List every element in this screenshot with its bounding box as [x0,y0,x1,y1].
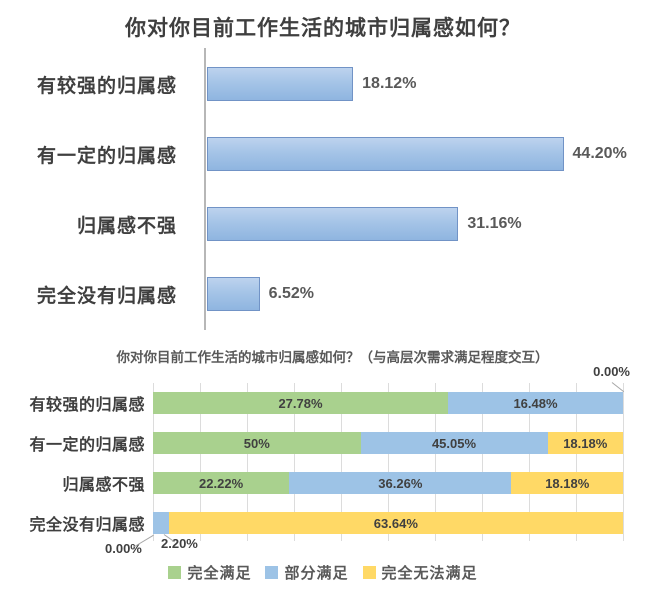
category-label: 有一定的归属感 [0,432,145,454]
category-label: 完全没有归属感 [0,512,145,534]
bar-segment: 18.18% [511,472,623,494]
callout-zero-top-right: 0.00% [580,364,630,379]
value-label: 22.22% [199,476,243,491]
bar-segment: 45.05% [361,432,548,454]
category-label: 有较强的归属感 [0,67,177,101]
value-label: 6.52% [269,277,314,311]
bar-segment [153,512,169,534]
category-label: 归属感不强 [0,207,177,241]
bar-segment: 63.64% [169,512,623,534]
survey-charts: 你对你目前工作生活的城市归属感如何？ 有较强的归属感 18.12% 有一定的归属感 4… [0,0,646,589]
bar-segment [207,277,260,311]
value-label: 16.48% [513,396,557,411]
bar-segment: 16.48% [448,392,623,414]
category-label: 有一定的归属感 [0,137,177,171]
category-label: 完全没有归属感 [0,277,177,311]
value-label: 18.12% [362,67,416,101]
bar-segment [207,137,564,171]
value-label: 18.18% [545,476,589,491]
bottom-chart-row: 有一定的归属感 50% 45.05% 18.18% [0,432,646,454]
value-label: 44.20% [573,137,627,171]
bar-segment: 36.26% [289,472,511,494]
legend-label: 完全无法满足 [382,562,478,583]
legend-swatch-yellow [363,566,376,579]
category-label: 有较强的归属感 [0,392,145,414]
top-chart-row: 有一定的归属感 44.20% [0,137,646,171]
legend: 完全满足 部分满足 完全无法满足 [0,562,646,583]
top-chart-row: 完全没有归属感 6.52% [0,277,646,311]
legend-label: 完全满足 [187,562,251,583]
bar-segment: 50% [153,432,361,454]
bar-segment [207,67,353,101]
value-label: 31.16% [467,207,521,241]
value-label: 63.64% [374,516,418,531]
top-chart-row: 归属感不强 31.16% [0,207,646,241]
bar-segment: 22.22% [153,472,289,494]
legend-swatch-blue [265,566,278,579]
top-chart-title: 你对你目前工作生活的城市归属感如何？ [0,12,646,42]
legend-swatch-green [168,566,181,579]
bottom-chart-title: 你对你目前工作生活的城市归属感如何？（与高层次需求满足程度交互） [95,346,570,366]
bar-segment [207,207,458,241]
bottom-chart-row: 完全没有归属感 63.64% [0,512,646,534]
value-label: 18.18% [563,436,607,451]
callout-zero-bottom-left: 0.00% [105,541,142,556]
bar-segment: 18.18% [548,432,624,454]
value-label: 45.05% [432,436,476,451]
value-label: 27.78% [278,396,322,411]
legend-item-fully-satisfied: 完全满足 [168,562,251,583]
value-label: 50% [244,436,270,451]
category-label: 归属感不强 [0,472,145,494]
legend-label: 部分满足 [284,562,348,583]
bottom-chart-row: 归属感不强 22.22% 36.26% 18.18% [0,472,646,494]
stacked-bar: 63.64% [153,512,623,534]
legend-item-partly-satisfied: 部分满足 [265,562,348,583]
callout-2-20-bottom: 2.20% [161,536,198,551]
stacked-bar: 27.78% 16.48% [153,392,623,414]
bar-segment: 27.78% [153,392,448,414]
stacked-bar: 50% 45.05% 18.18% [153,432,623,454]
top-chart-row: 有较强的归属感 18.12% [0,67,646,101]
bottom-chart-row: 有较强的归属感 27.78% 16.48% [0,392,646,414]
value-label: 36.26% [378,476,422,491]
stacked-bar: 22.22% 36.26% 18.18% [153,472,623,494]
legend-item-not-satisfied: 完全无法满足 [363,562,478,583]
